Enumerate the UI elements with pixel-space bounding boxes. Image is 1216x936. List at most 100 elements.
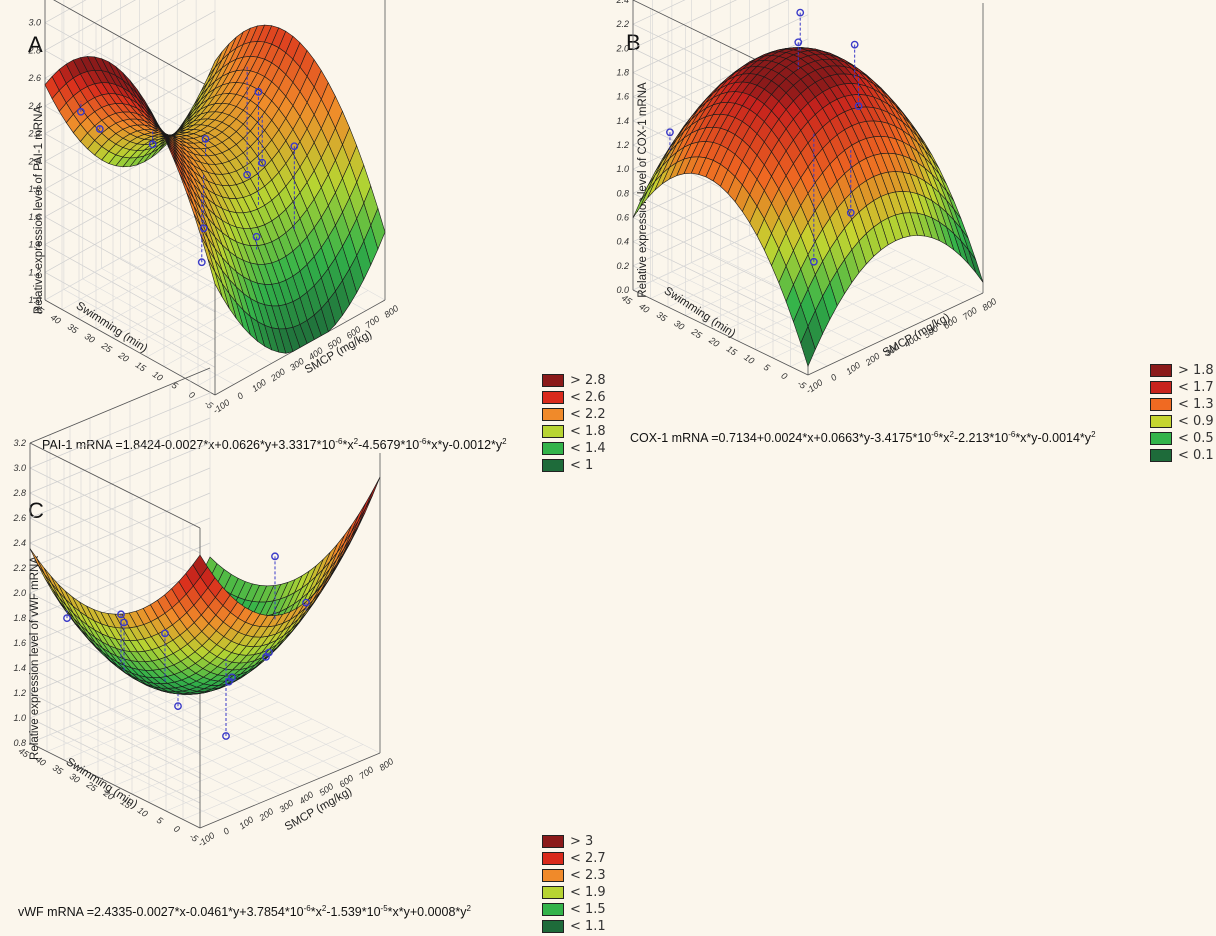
data-point xyxy=(63,614,71,623)
z-tick-label: 1.2 xyxy=(13,688,26,698)
z-tick-label: 1.4 xyxy=(616,116,629,126)
z-tick-label: 1.6 xyxy=(13,638,26,648)
legend-swatch xyxy=(542,920,564,933)
legend-item: < 1.5 xyxy=(542,901,606,918)
equation-exponent: 2 xyxy=(1091,430,1096,439)
equation-exponent: -6 xyxy=(303,904,311,913)
z-tick-label: 1.6 xyxy=(28,212,41,222)
surface-plot-c: 0.8 1.0 1.2 1.4 1.6 1.8 2.0 2.2 2.4 2.6 2.8 3.0 3.2 -… xyxy=(12,367,395,849)
equation-text: vWF mRNA =2.4335-0.0027*x-0.0461*y+3.785… xyxy=(18,905,304,920)
legend-label: < 1.8 xyxy=(570,424,606,439)
surface-patch xyxy=(207,258,223,297)
legend-label: > 2.8 xyxy=(570,373,606,388)
legend-label: < 0.1 xyxy=(1178,448,1214,463)
legend-swatch xyxy=(1150,381,1172,394)
z-tick-label: 1.6 xyxy=(616,92,629,102)
equation-exponent: 2 xyxy=(353,437,359,446)
z-tick-label: 1.4 xyxy=(28,240,41,250)
data-point xyxy=(854,102,863,111)
y-tick-label: 15 xyxy=(134,360,149,375)
legend-item: < 0.5 xyxy=(1150,430,1214,447)
y-tick-label: 5 xyxy=(762,362,773,374)
data-point xyxy=(846,208,855,217)
surface-mesh xyxy=(44,24,386,354)
legend-label: < 1.5 xyxy=(570,902,606,917)
z-tick-label: 2.2 xyxy=(27,129,41,139)
x-tick-label: -100 xyxy=(196,830,216,849)
surface-patch xyxy=(365,476,381,509)
y-tick-label: 0 xyxy=(187,390,197,401)
legend-item: < 0.1 xyxy=(1150,447,1214,464)
equation-b: COX-1 mRNA =0.7134+0.0024*x+0.0663*y-3.4… xyxy=(630,430,1096,445)
equation-exponent: -6 xyxy=(931,430,939,439)
x-axis-title: SMCP (mg/kg) xyxy=(881,311,952,359)
y-tick-label: 10 xyxy=(742,352,756,366)
z-tick-label: 2.0 xyxy=(12,588,26,598)
legend-swatch xyxy=(542,835,564,848)
equation-text: *x*y-0.0012*y xyxy=(426,438,503,453)
data-point xyxy=(161,629,169,638)
panel-a: A 1.0 1.2 1.4 1.6 1.8 2.0 2.2 2.4 2.6 2.8 3.0 3.2 -1… xyxy=(0,0,608,473)
x-tick-label: -100 xyxy=(804,377,824,396)
z-tick-label: 2.8 xyxy=(12,488,26,498)
x-tick-label: -100 xyxy=(211,397,231,416)
z-axis-title: Relative expression level of PAI-1 mRNA xyxy=(33,106,45,314)
equation-exponent: 2 xyxy=(466,904,471,913)
legend-swatch xyxy=(542,425,564,438)
z-tick-label: 2.6 xyxy=(12,513,26,523)
equation-text: -2.213*10 xyxy=(953,431,1009,446)
legend-item: > 3 xyxy=(542,833,606,850)
z-tick-label: 3.0 xyxy=(28,18,41,28)
y-tick-label: 40 xyxy=(637,301,651,315)
z-tick-label: 1.8 xyxy=(616,68,629,78)
z-tick-label: 1.2 xyxy=(616,140,629,150)
data-point xyxy=(794,38,803,47)
surface-patch xyxy=(800,325,816,368)
legend-swatch xyxy=(1150,449,1172,462)
legend-item: < 2.7 xyxy=(542,850,606,867)
legend-label: > 1.8 xyxy=(1178,363,1214,378)
z-tick-label: 1.4 xyxy=(13,663,26,673)
x-tick-label: 800 xyxy=(377,756,395,773)
equation-exponent: -5 xyxy=(380,904,388,913)
equation-exponent: 2 xyxy=(502,437,507,446)
surface-plot-a: 1.01.21.41.61.82.02.22.42.62.83.03.2-100… xyxy=(27,0,400,416)
legend-swatch xyxy=(542,459,564,472)
surface-patch xyxy=(192,554,208,578)
equation-a: PAI-1 mRNA =1.8424-0.0027*x+0.0626*y+3.3… xyxy=(42,437,507,452)
equation-text: *x*y+0.0008*y xyxy=(387,905,467,920)
legend-swatch xyxy=(542,886,564,899)
y-tick-label: 10 xyxy=(151,369,165,383)
data-point xyxy=(95,125,104,133)
y-tick-label: 30 xyxy=(672,318,686,332)
y-tick-label: 30 xyxy=(83,331,97,345)
legend-swatch xyxy=(1150,364,1172,377)
legend-swatch xyxy=(542,408,564,421)
y-tick-label: 35 xyxy=(655,310,670,325)
x-tick-label: 200 xyxy=(268,366,287,383)
x-tick-label: 700 xyxy=(363,314,381,331)
legend-swatch xyxy=(542,374,564,387)
z-tick-label: 1.0 xyxy=(616,164,629,174)
panel-letter-c: C xyxy=(28,498,44,523)
equation-text: *x*y-0.0014*y xyxy=(1015,431,1092,446)
legend-label: < 1.9 xyxy=(570,885,606,900)
legend-label: < 1.7 xyxy=(1178,380,1214,395)
panel-c: C 0.8 1.0 1.2 1.4 1.6 1.8 2.0 2.2 2.4 2.6 2.8 3.0 3.… xyxy=(0,367,608,936)
z-tick-label: 2.4 xyxy=(12,538,26,548)
legend-label: > 3 xyxy=(570,834,594,849)
legend-item: < 1.9 xyxy=(542,884,606,901)
legend-label: < 2.6 xyxy=(570,390,606,405)
legend-a: > 2.8 < 2.6 < 2.2 < 1.8 < 1.4 < 1 xyxy=(542,372,606,474)
legend-swatch xyxy=(542,852,564,865)
x-tick-label: 0 xyxy=(235,390,245,401)
z-tick-label: 0.6 xyxy=(616,213,629,223)
x-tick-label: 100 xyxy=(237,814,255,831)
data-point xyxy=(796,8,805,17)
z-tick-label: 1.2 xyxy=(28,267,41,277)
z-tick-label: 2.2 xyxy=(615,19,629,29)
y-tick-label: 20 xyxy=(116,350,131,365)
equation-c: vWF mRNA =2.4335-0.0027*x-0.0461*y+3.785… xyxy=(18,904,471,919)
data-point xyxy=(228,673,236,682)
legend-item: > 1.8 xyxy=(1150,362,1214,379)
